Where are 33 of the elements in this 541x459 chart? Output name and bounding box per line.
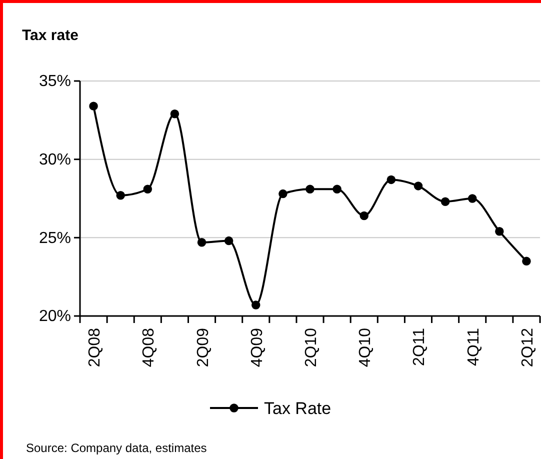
point (170, 110, 180, 118)
y-tick-label: 25% (38, 230, 71, 247)
point (278, 189, 288, 198)
y-tick-label: 30% (38, 151, 71, 168)
x-tick-label: 2Q10 (303, 328, 320, 368)
point (522, 256, 531, 266)
x-tick-label: 2Q09 (194, 328, 212, 368)
x-tick-label: 4Q10 (357, 328, 374, 368)
point (252, 300, 260, 310)
x-tick-label: 2Q12 (519, 328, 536, 368)
point (197, 238, 206, 247)
point (116, 191, 125, 200)
x-tick-label: 4Q08 (140, 328, 158, 368)
point (143, 184, 152, 194)
x-tick-label: 4Q09 (248, 328, 266, 368)
x-tick-label: 4Q11 (465, 328, 482, 366)
point (468, 194, 477, 203)
point (89, 102, 98, 110)
point (440, 197, 450, 206)
source-note: Source: Company data, estimates (26, 441, 207, 455)
point (306, 184, 314, 194)
point (495, 227, 504, 236)
y-tick-label: 20% (38, 308, 71, 326)
point (360, 211, 368, 220)
point (386, 175, 396, 184)
legend-label: Tax Rate (264, 399, 332, 418)
x-tick-label: 2Q11 (411, 328, 428, 366)
x-tick-label: 2Q08 (86, 328, 104, 368)
chart-title: Tax rate (22, 27, 78, 44)
y-tick-label: 35% (38, 73, 71, 90)
point (224, 236, 234, 246)
point (332, 184, 342, 194)
point (414, 182, 423, 190)
